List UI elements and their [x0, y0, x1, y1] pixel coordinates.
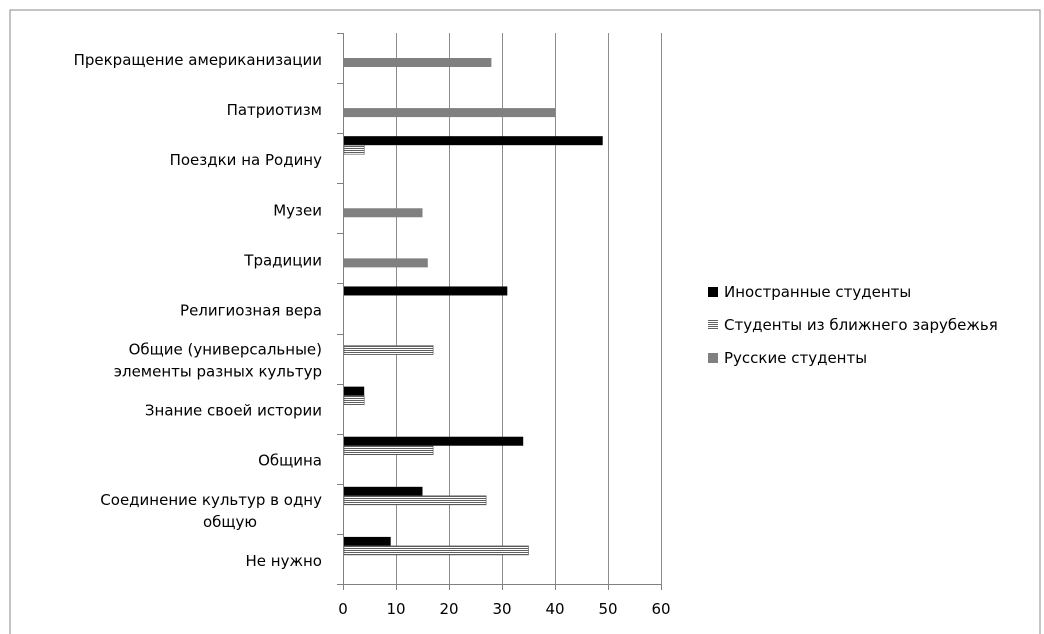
bar	[343, 395, 365, 405]
category-label: Соединение культур в одну	[100, 491, 322, 509]
category-label: Религиозная вера	[180, 301, 322, 319]
bar	[344, 58, 492, 67]
bar	[343, 445, 434, 456]
bar	[344, 386, 365, 396]
bars	[343, 58, 603, 556]
chart-border	[9, 9, 1041, 634]
legend-item: Студенты из ближнего зарубежья	[708, 316, 998, 334]
bar	[344, 136, 603, 146]
category-label: Не нужно	[246, 552, 322, 570]
bar	[344, 258, 428, 268]
legend-swatch	[708, 320, 718, 330]
category-label: Музеи	[273, 201, 322, 219]
bar	[344, 208, 423, 218]
bar	[344, 436, 524, 446]
legend: Иностранные студенты Студенты из ближнего…	[708, 283, 998, 367]
category-label: элементы разных культур	[114, 363, 322, 381]
axes	[337, 33, 662, 590]
category-label: Знание своей истории	[145, 402, 322, 420]
x-tick-label: 10	[386, 600, 405, 618]
legend-label: Студенты из ближнего зарубежья	[724, 316, 998, 334]
bar	[343, 495, 487, 506]
bar	[344, 486, 423, 496]
x-tick-label: 0	[338, 600, 348, 618]
category-label: Поездки на Родину	[170, 151, 323, 169]
category-label: Общие (универсальные)	[129, 341, 322, 359]
tick-labels: 0 10 20 30 40 50 60	[338, 600, 670, 618]
bar	[343, 345, 434, 355]
x-tick-label: 60	[651, 600, 670, 618]
x-tick-label: 20	[439, 600, 458, 618]
category-label: Патриотизм	[227, 101, 322, 119]
x-tick-label: 40	[545, 600, 564, 618]
legend-label: Иностранные студенты	[724, 283, 911, 301]
category-label: общую	[203, 513, 257, 531]
category-label: Прекращение американизации	[74, 51, 322, 69]
legend-item: Русские студенты	[708, 349, 867, 367]
bar	[344, 286, 508, 296]
legend-label: Русские студенты	[724, 349, 867, 367]
legend-swatch	[708, 287, 718, 297]
bar	[344, 536, 391, 546]
bar	[344, 108, 555, 118]
bar	[343, 144, 365, 155]
category-label: Община	[258, 452, 322, 470]
x-tick-label: 30	[492, 600, 511, 618]
category-label: Традиции	[243, 251, 322, 269]
legend-item: Иностранные студенты	[708, 283, 911, 301]
legend-swatch	[708, 353, 718, 363]
gridlines	[396, 33, 662, 584]
x-tick-label: 50	[598, 600, 617, 618]
bar	[343, 545, 529, 556]
category-labels: Прекращение американизации Патриотизм Поез…	[74, 51, 323, 570]
